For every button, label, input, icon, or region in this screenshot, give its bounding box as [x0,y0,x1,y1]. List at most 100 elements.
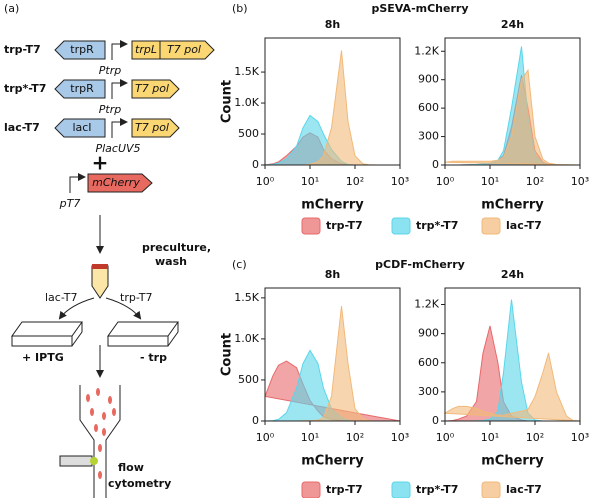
y-tick-label: 300 [418,130,439,143]
x-tick-label: 10⁰ [436,431,455,444]
y-tick-label: 0 [432,414,439,427]
x-axis-label: mCherry [481,454,544,469]
y-tick-label: 1.2K [414,44,439,57]
laser [90,457,98,465]
arrow [58,297,95,320]
plus: + [92,151,109,175]
legend-swatch [301,481,321,498]
plate [107,321,179,347]
x-tick-label: 10³ [571,175,589,188]
gene-label: T7 pol [135,82,169,95]
gene-label: T7 pol [167,43,201,56]
gene-arrow [54,118,106,138]
y-axis-label: Count [220,333,235,376]
readout-label: cytometry [108,477,171,490]
flow-cell [79,385,121,498]
histogram [443,352,581,422]
y-tick-label: 600 [418,101,439,114]
x-tick-label: 10² [346,431,364,444]
x-axis-label: mCherry [301,454,364,469]
arrow [105,297,142,320]
x-tick-label: 10⁰ [256,175,275,188]
promoter [111,40,128,60]
legend-swatch [301,217,321,235]
legend-swatch [391,217,411,235]
x-tick-label: 10² [346,175,364,188]
panel-a: (a) trp-T7 trpR trpL T7 pol Ptrp trp*-T7… [4,2,215,498]
legend-swatch [481,481,501,498]
y-tick-label: 0 [252,158,259,171]
promoter [111,118,128,138]
gene-label: lacI [72,121,91,134]
x-tick-label: 10⁰ [436,175,455,188]
gene-label: trpR [70,43,94,56]
x-tick-label: 10³ [391,431,409,444]
x-tick-label: 10¹ [481,431,499,444]
gene-arrow [131,118,180,138]
y-axis-label: Count [220,80,235,123]
legend-label: lac-T7 [506,219,542,232]
tube [91,265,109,299]
condition-label: - trp [140,351,167,364]
gene-arrow [87,173,153,193]
panel-label: (c) [232,258,247,271]
legend-label: lac-T7 [506,483,542,496]
branch-label: trp-T7 [120,291,153,304]
promoter-label: pT7 [59,197,81,210]
y-tick-label: 500 [238,373,259,386]
panel-title: pCDF-mCherry [375,258,465,271]
x-tick-label: 10² [526,175,544,188]
x-tick-label: 10³ [571,431,589,444]
construct-name: trp-T7 [4,43,41,56]
x-tick-label: 10⁰ [256,431,275,444]
plate [11,321,83,347]
axes-frame [444,287,581,422]
construct-name: lac-T7 [4,121,40,134]
legend-label: trp-T7 [326,219,363,232]
gene-arrow [131,79,180,99]
promoter [69,173,86,193]
y-tick-label: 1.5K [234,65,259,78]
chart-title: 8h [325,268,341,281]
promoter-label: PlacUV5 [95,142,140,155]
y-tick-label: 600 [418,356,439,369]
gene-arrow [54,40,106,60]
x-tick-label: 10³ [391,175,409,188]
panel-label: (b) [232,2,248,15]
condition-label: + IPTG [22,351,64,364]
construct-name: trp*-T7 [4,82,46,95]
x-tick-label: 10¹ [481,175,499,188]
y-tick-label: 1.5K [234,291,259,304]
gene-label: trpL [135,43,157,56]
cells [86,388,116,479]
branch-label: lac-T7 [45,291,78,304]
y-tick-label: 0 [252,414,259,427]
readout-label: flow [118,461,144,474]
legend-label: trp-T7 [326,483,363,496]
axes-frame [264,37,401,166]
legend-label: trp*-T7 [416,483,458,496]
x-tick-label: 10¹ [301,175,319,188]
y-tick-label: 1.0K [234,96,259,109]
gene-label: trpR [70,82,94,95]
tube-cap [92,264,108,269]
chart-title: 8h [325,18,341,31]
legend-label: trp*-T7 [416,219,458,232]
panel-label: (a) [4,2,19,15]
panel-title: pSEVA-mCherry [371,2,468,15]
gene-arrow [159,40,215,60]
histogram [265,50,400,166]
x-tick-label: 10¹ [301,431,319,444]
y-tick-label: 500 [238,127,259,140]
promoter-label: Ptrp [99,103,121,116]
axes-frame [264,287,401,422]
gene-label: mCherry [92,176,140,189]
step-label: wash [155,255,187,268]
x-axis-label: mCherry [301,198,364,213]
x-axis-label: mCherry [481,198,544,213]
chart-title: 24h [501,268,524,281]
gene-arrow [54,79,106,99]
chart-title: 24h [501,18,524,31]
y-tick-label: 900 [418,73,439,86]
y-tick-label: 0 [432,158,439,171]
